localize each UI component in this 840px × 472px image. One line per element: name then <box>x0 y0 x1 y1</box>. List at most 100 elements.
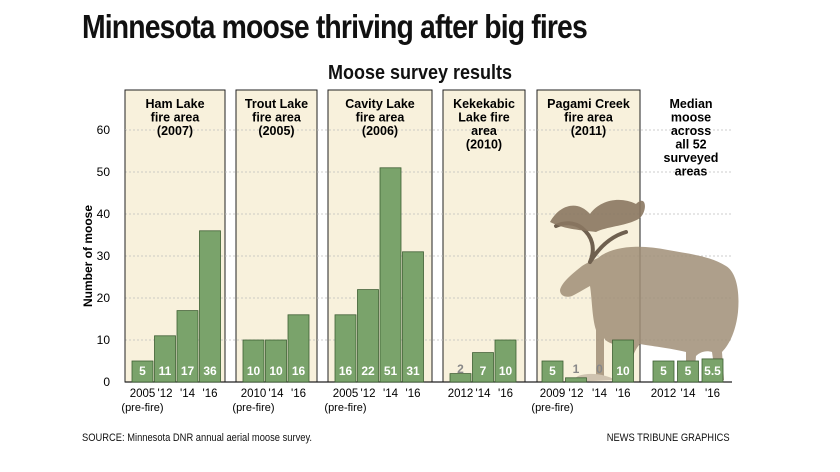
x-tick-label: '16 <box>406 388 421 400</box>
x-tick-label: '14 <box>592 388 608 400</box>
y-tick-label: 0 <box>103 375 110 389</box>
data-label: 5 <box>660 364 667 378</box>
data-label: 1 <box>573 362 580 376</box>
panel-title-line: Median <box>669 97 712 111</box>
x-tick-label: '14 <box>383 388 399 400</box>
bar <box>131 360 154 383</box>
data-label: 5 <box>685 364 692 378</box>
bar <box>199 230 221 383</box>
bar <box>541 360 564 383</box>
bar <box>357 289 379 383</box>
credit-line: NEWS TRIBUNE GRAPHICS <box>607 432 730 444</box>
panel-title-line: (2010) <box>466 138 502 152</box>
pre-fire-note: (pre-fire) <box>121 402 163 414</box>
data-label: 36 <box>203 364 217 378</box>
pre-fire-note: (pre-fire) <box>531 402 573 414</box>
bar <box>379 167 402 383</box>
data-label: 5 <box>549 364 556 378</box>
bar <box>494 339 517 383</box>
data-label: 22 <box>361 364 375 378</box>
panel-title-line: across <box>671 124 711 138</box>
panel-title-line: surveyed <box>664 151 719 165</box>
data-label: 2 <box>457 362 464 376</box>
y-tick-label: 50 <box>97 165 111 179</box>
data-label: 10 <box>269 364 283 378</box>
data-label: 17 <box>181 364 195 378</box>
panel-title-line: Pagami Creek <box>547 97 630 111</box>
y-tick-label: 40 <box>97 207 111 221</box>
x-tick-label: '16 <box>291 388 306 400</box>
panel-title-line: moose <box>671 111 711 125</box>
bar <box>565 377 587 383</box>
y-axis-label: Number of moose <box>81 205 95 307</box>
data-label: 10 <box>247 364 261 378</box>
bar <box>612 339 634 383</box>
pre-fire-note: (pre-fire) <box>324 402 366 414</box>
x-tick-label: '14 <box>269 388 285 400</box>
bar <box>677 360 699 383</box>
data-label: 31 <box>406 364 420 378</box>
data-label: 10 <box>499 364 513 378</box>
pre-fire-note: (pre-fire) <box>232 402 274 414</box>
panel-title-line: fire area <box>564 111 614 125</box>
y-tick-label: 10 <box>97 333 111 347</box>
y-tick-label: 30 <box>97 249 111 263</box>
x-tick-label: 2005 <box>130 388 156 400</box>
panel-title-line: areas <box>675 165 708 179</box>
panel-title-line: Ham Lake <box>145 97 204 111</box>
bar <box>242 339 265 383</box>
panel-title-line: (2005) <box>258 124 294 138</box>
data-label: 51 <box>384 364 398 378</box>
bar <box>652 360 675 383</box>
data-label: 16 <box>292 364 306 378</box>
bar <box>287 314 310 383</box>
panel-title-line: Trout Lake <box>245 97 308 111</box>
data-label: 5 <box>139 364 146 378</box>
panel-title-line: fire area <box>252 111 302 125</box>
source-note: SOURCE: Minnesota DNR annual aerial moos… <box>82 432 313 444</box>
bar <box>154 335 176 383</box>
panel-title-line: fire area <box>356 111 406 125</box>
panel-title-line: (2007) <box>157 124 193 138</box>
x-tick-label: '16 <box>498 388 513 400</box>
data-label: 7 <box>480 364 487 378</box>
x-tick-label: '14 <box>476 388 492 400</box>
data-label: 16 <box>339 364 353 378</box>
panel-title-line: Cavity Lake <box>345 97 415 111</box>
panel-title-line: area <box>471 124 498 138</box>
x-tick-label: '14 <box>180 388 196 400</box>
bar <box>176 310 199 383</box>
y-tick-label: 60 <box>97 123 111 137</box>
bar <box>472 352 494 383</box>
panel-title-line: (2006) <box>362 124 398 138</box>
panel-title-line: Lake fire <box>458 111 509 125</box>
x-tick-label: '14 <box>681 388 697 400</box>
x-tick-label: '16 <box>616 388 631 400</box>
chart-subtitle: Moose survey results <box>327 62 513 84</box>
panel-title-line: Kekekabic <box>453 97 515 111</box>
data-label: 11 <box>159 364 172 378</box>
panel-title-line: (2011) <box>571 124 606 138</box>
x-tick-label: 2010 <box>241 388 267 400</box>
x-tick-label: 2012 <box>651 388 677 400</box>
x-tick-label: '12 <box>158 388 173 400</box>
bar <box>334 314 357 383</box>
panel-title-line: all 52 <box>675 138 706 152</box>
bar <box>701 358 724 383</box>
x-tick-label: 2005 <box>333 388 359 400</box>
x-tick-label: 2009 <box>540 388 566 400</box>
bar <box>265 339 287 383</box>
data-label: 5.5 <box>704 364 721 378</box>
bar <box>449 373 472 383</box>
x-tick-label: 2012 <box>448 388 474 400</box>
x-tick-label: '12 <box>569 388 584 400</box>
x-tick-label: '16 <box>705 388 720 400</box>
x-tick-label: '16 <box>203 388 218 400</box>
headline: Minnesota moose thriving after big fires <box>82 8 588 45</box>
panel-title-line: fire area <box>151 111 201 125</box>
x-tick-label: '12 <box>361 388 376 400</box>
y-tick-label: 20 <box>97 291 111 305</box>
data-label: 10 <box>616 364 630 378</box>
data-label: 0 <box>596 362 603 376</box>
